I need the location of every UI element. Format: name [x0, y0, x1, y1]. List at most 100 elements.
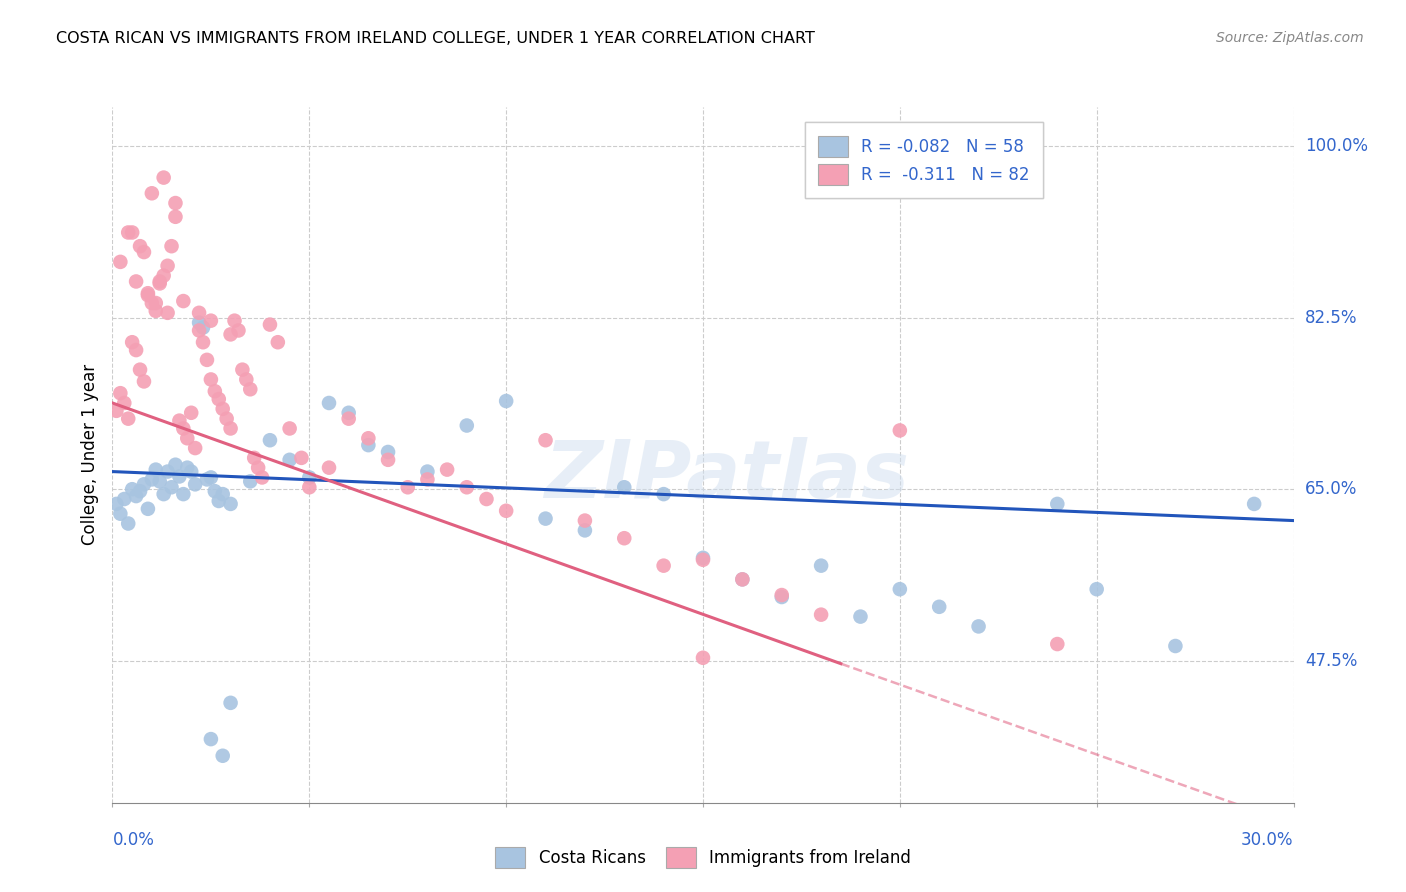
Point — [156, 306, 179, 320]
Point — [224, 313, 246, 327]
Point — [849, 609, 872, 624]
Point — [172, 421, 194, 435]
Point — [239, 382, 262, 396]
Point — [152, 170, 174, 185]
Point — [184, 477, 207, 491]
Point — [1085, 582, 1108, 597]
Point — [112, 491, 135, 506]
Point — [416, 472, 439, 486]
Point — [200, 372, 222, 386]
Point — [1164, 639, 1187, 653]
Point — [195, 472, 218, 486]
Point — [160, 239, 183, 253]
Text: 30.0%: 30.0% — [1241, 830, 1294, 848]
Point — [318, 396, 340, 410]
Point — [211, 401, 233, 416]
Point — [652, 558, 675, 573]
Point — [200, 732, 222, 747]
Point — [165, 458, 187, 472]
Point — [298, 480, 321, 494]
Point — [731, 573, 754, 587]
Point — [1243, 497, 1265, 511]
Point — [105, 404, 128, 418]
Point — [456, 418, 478, 433]
Point — [692, 550, 714, 565]
Point — [169, 469, 191, 483]
Point — [290, 450, 312, 465]
Point — [180, 465, 202, 479]
Point — [121, 482, 143, 496]
Text: 82.5%: 82.5% — [1305, 309, 1358, 326]
Point — [889, 582, 911, 597]
Point — [267, 335, 290, 350]
Point — [117, 411, 139, 425]
Point — [141, 186, 163, 201]
Point — [188, 316, 211, 330]
Point — [160, 480, 183, 494]
Point — [141, 296, 163, 310]
Point — [211, 748, 233, 763]
Point — [145, 304, 167, 318]
Point — [141, 472, 163, 486]
Point — [132, 477, 155, 491]
Point — [136, 288, 159, 302]
Point — [149, 277, 172, 291]
Point — [810, 558, 832, 573]
Point — [145, 462, 167, 476]
Text: 47.5%: 47.5% — [1305, 652, 1358, 670]
Point — [188, 306, 211, 320]
Text: Source: ZipAtlas.com: Source: ZipAtlas.com — [1216, 31, 1364, 45]
Point — [208, 494, 231, 508]
Legend: R = -0.082   N = 58, R =  -0.311   N = 82: R = -0.082 N = 58, R = -0.311 N = 82 — [804, 122, 1043, 199]
Point — [176, 431, 198, 445]
Point — [692, 650, 714, 665]
Point — [110, 386, 132, 401]
Point — [231, 362, 253, 376]
Point — [416, 465, 439, 479]
Point — [495, 504, 517, 518]
Point — [278, 452, 301, 467]
Point — [121, 226, 143, 240]
Point — [219, 497, 242, 511]
Point — [121, 335, 143, 350]
Point — [259, 434, 281, 448]
Point — [200, 313, 222, 327]
Point — [117, 516, 139, 531]
Point — [112, 396, 135, 410]
Point — [184, 441, 207, 455]
Point — [357, 438, 380, 452]
Point — [110, 507, 132, 521]
Point — [357, 431, 380, 445]
Point — [967, 619, 990, 633]
Text: 65.0%: 65.0% — [1305, 480, 1358, 499]
Point — [534, 511, 557, 525]
Point — [132, 245, 155, 260]
Point — [152, 268, 174, 283]
Point — [475, 491, 498, 506]
Point — [337, 406, 360, 420]
Point — [204, 384, 226, 399]
Point — [169, 414, 191, 428]
Point — [731, 573, 754, 587]
Point — [176, 460, 198, 475]
Point — [188, 323, 211, 337]
Text: 0.0%: 0.0% — [112, 830, 155, 848]
Point — [337, 411, 360, 425]
Y-axis label: College, Under 1 year: College, Under 1 year — [80, 364, 98, 546]
Point — [396, 480, 419, 494]
Point — [377, 445, 399, 459]
Point — [136, 501, 159, 516]
Point — [770, 588, 793, 602]
Point — [191, 320, 214, 334]
Point — [652, 487, 675, 501]
Point — [456, 480, 478, 494]
Point — [136, 286, 159, 301]
Point — [692, 553, 714, 567]
Point — [129, 484, 152, 499]
Point — [247, 460, 270, 475]
Point — [165, 210, 187, 224]
Point — [200, 470, 222, 484]
Point — [156, 465, 179, 479]
Point — [613, 480, 636, 494]
Point — [105, 497, 128, 511]
